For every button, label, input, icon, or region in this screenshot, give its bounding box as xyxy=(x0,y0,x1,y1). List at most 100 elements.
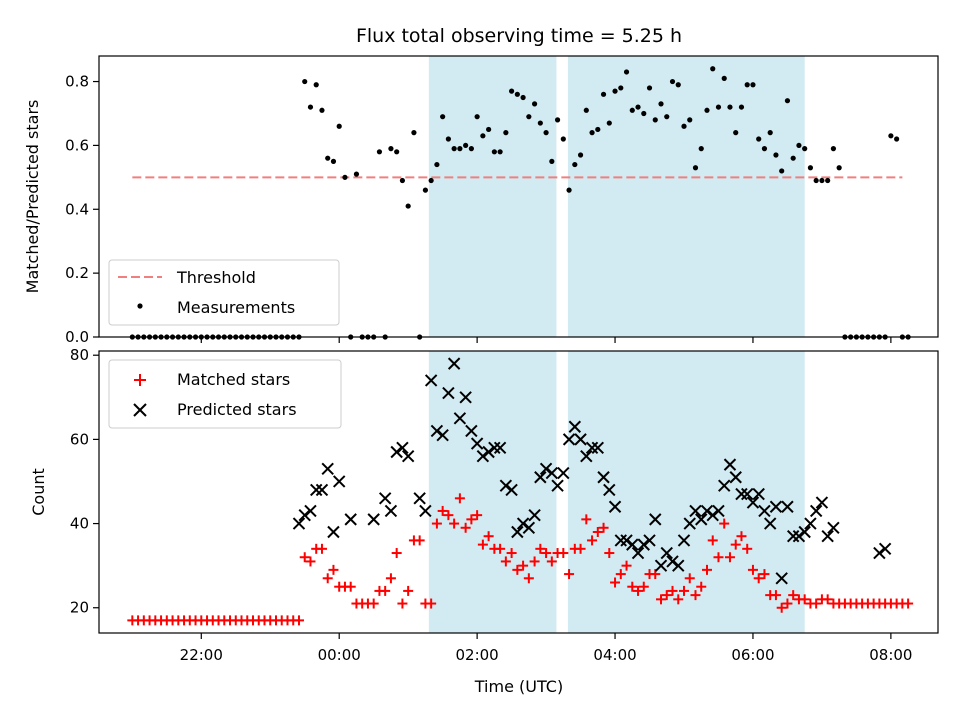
measurement-point xyxy=(710,66,716,72)
measurement-point xyxy=(830,146,837,152)
measurement-point xyxy=(440,114,446,120)
predicted-star-point xyxy=(591,441,605,455)
measurement-point xyxy=(888,133,894,139)
count-legend-box xyxy=(108,359,342,429)
predicted-star-point xyxy=(580,450,593,463)
measurement-point xyxy=(480,133,486,139)
predicted-star-point xyxy=(666,555,679,568)
measurement-point xyxy=(399,177,406,184)
count-legend: Matched stars Predicted stars xyxy=(108,359,342,429)
predicted-star-point xyxy=(706,508,719,522)
measurement-point xyxy=(486,126,492,133)
matched-star-point xyxy=(391,548,402,559)
matched-star-point xyxy=(368,598,379,609)
matched-star-point xyxy=(638,581,649,592)
matched-star-point xyxy=(403,585,414,596)
predicted-star-point xyxy=(551,479,564,492)
predicted-legend-label: Predicted stars xyxy=(177,400,297,419)
measurement-point xyxy=(307,104,314,110)
count-shaded-interval-1 xyxy=(428,351,557,633)
predicted-star-point xyxy=(614,534,627,547)
matched-star-point xyxy=(449,518,460,529)
ratio-shaded-interval-1 xyxy=(428,56,557,337)
measurements-series xyxy=(129,66,911,340)
predicted-star-point xyxy=(367,513,380,526)
matched-star-point xyxy=(615,569,626,580)
predicted-star-point xyxy=(511,525,524,539)
measurement-point xyxy=(813,177,819,184)
matched-star-point xyxy=(529,556,540,567)
predicted-star-point xyxy=(781,500,794,513)
count-x-ticks: 22:00 00:00 02:00 04:00 06:00 08:00 xyxy=(180,633,912,664)
measurement-point xyxy=(302,78,308,85)
predicted-star-point xyxy=(700,504,714,518)
measurement-point xyxy=(721,75,727,81)
predicted-star-point xyxy=(723,458,737,471)
measurement-point xyxy=(727,104,733,110)
count-y-tick-label: 40 xyxy=(70,515,89,533)
predicted-star-point xyxy=(447,357,461,370)
ratio-panel: 0.00.20.40.60.8 Matched/Predicted stars … xyxy=(23,55,939,346)
measurement-point xyxy=(790,155,796,161)
measurement-point xyxy=(641,110,647,117)
matched-star-point xyxy=(305,556,316,567)
predicted-star-point xyxy=(608,500,622,513)
measurement-point xyxy=(612,88,618,94)
matched-star-point xyxy=(621,560,632,571)
predicted-legend-swatch xyxy=(133,403,147,417)
predicted-star-point xyxy=(310,483,323,497)
measurement-point xyxy=(698,146,704,152)
matched-star-point xyxy=(696,581,707,592)
matched-star-point xyxy=(656,594,667,605)
predicted-star-point xyxy=(534,471,547,484)
measurement-point xyxy=(744,82,750,88)
measurement-point xyxy=(388,146,394,152)
measurement-point xyxy=(411,130,417,136)
matched-star-point xyxy=(633,585,644,596)
measurement-point xyxy=(468,146,474,152)
predicted-star-point xyxy=(660,546,673,560)
predicted-star-point xyxy=(878,542,892,556)
predicted-star-point xyxy=(677,534,691,547)
count-x-tick-label: 06:00 xyxy=(731,646,774,664)
predicted-star-point xyxy=(637,538,650,551)
matched-star-point xyxy=(782,598,793,609)
matched-star-point xyxy=(299,552,310,563)
measurement-point xyxy=(514,91,520,97)
matched-star-point xyxy=(512,564,523,575)
count-plot-frame xyxy=(98,350,939,634)
measurement-point xyxy=(537,120,543,126)
matched-star-point xyxy=(385,573,396,584)
measurement-point xyxy=(554,117,561,123)
measurement-point xyxy=(342,174,348,180)
predicted-star-point xyxy=(557,466,570,480)
measurement-point xyxy=(474,114,480,120)
count-y-axis-label: Count xyxy=(29,468,48,516)
predicted-star-point xyxy=(298,508,311,522)
measurement-point xyxy=(325,155,331,161)
predicted-star-point xyxy=(827,521,840,534)
matched-star-point xyxy=(903,598,914,609)
predicted-star-point xyxy=(873,546,886,560)
matched-star-point xyxy=(610,577,621,588)
measurement-point xyxy=(405,203,411,209)
predicted-star-point xyxy=(585,441,599,455)
predicted-star-point xyxy=(459,391,472,404)
matched-star-point xyxy=(587,535,598,546)
predicted-star-point xyxy=(792,529,806,543)
predicted-star-point xyxy=(695,513,708,526)
measurement-point xyxy=(531,101,538,107)
predicted-star-point xyxy=(712,504,725,518)
matched-star-point xyxy=(437,505,448,516)
matched-star-point xyxy=(414,535,425,546)
measurements-legend-swatch xyxy=(137,303,143,309)
matched-star-point xyxy=(495,543,506,554)
predicted-star-point xyxy=(689,504,702,518)
matched-star-point xyxy=(592,526,603,537)
matched-star-point xyxy=(500,556,511,567)
measurement-point xyxy=(669,78,676,85)
count-x-tick-label: 00:00 xyxy=(318,646,361,664)
predicted-star-point xyxy=(775,572,788,585)
matched-star-point xyxy=(707,535,718,546)
